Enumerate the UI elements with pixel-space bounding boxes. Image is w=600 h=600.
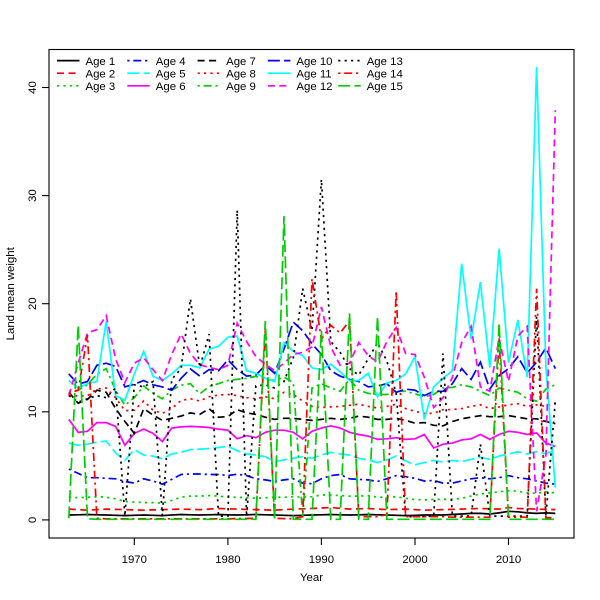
- svg-text:Age 7: Age 7: [226, 56, 256, 68]
- svg-text:Age 8: Age 8: [226, 68, 256, 80]
- svg-text:2000: 2000: [402, 554, 427, 566]
- svg-text:Land mean weight: Land mean weight: [5, 246, 17, 340]
- svg-text:Age 14: Age 14: [367, 68, 403, 80]
- svg-text:10: 10: [27, 405, 39, 418]
- svg-text:Age 9: Age 9: [226, 81, 256, 93]
- svg-text:Age 15: Age 15: [367, 81, 403, 93]
- svg-text:1980: 1980: [215, 554, 240, 566]
- svg-text:Age 1: Age 1: [86, 56, 116, 68]
- svg-text:Age 10: Age 10: [296, 56, 332, 68]
- svg-text:30: 30: [27, 189, 39, 202]
- svg-text:Age 13: Age 13: [367, 56, 403, 68]
- svg-text:Age 2: Age 2: [86, 68, 116, 80]
- svg-text:20: 20: [27, 297, 39, 310]
- svg-text:Year: Year: [300, 572, 323, 584]
- svg-text:Age 11: Age 11: [296, 68, 331, 80]
- svg-text:Age 12: Age 12: [296, 81, 332, 93]
- svg-text:40: 40: [27, 81, 39, 94]
- svg-text:Age 3: Age 3: [86, 81, 116, 93]
- svg-text:1990: 1990: [309, 554, 334, 566]
- svg-text:Age 6: Age 6: [156, 81, 186, 93]
- svg-text:0: 0: [27, 517, 39, 523]
- svg-text:1970: 1970: [122, 554, 147, 566]
- svg-text:Age 4: Age 4: [156, 56, 186, 68]
- svg-text:Age 5: Age 5: [156, 68, 186, 80]
- svg-text:2010: 2010: [496, 554, 521, 566]
